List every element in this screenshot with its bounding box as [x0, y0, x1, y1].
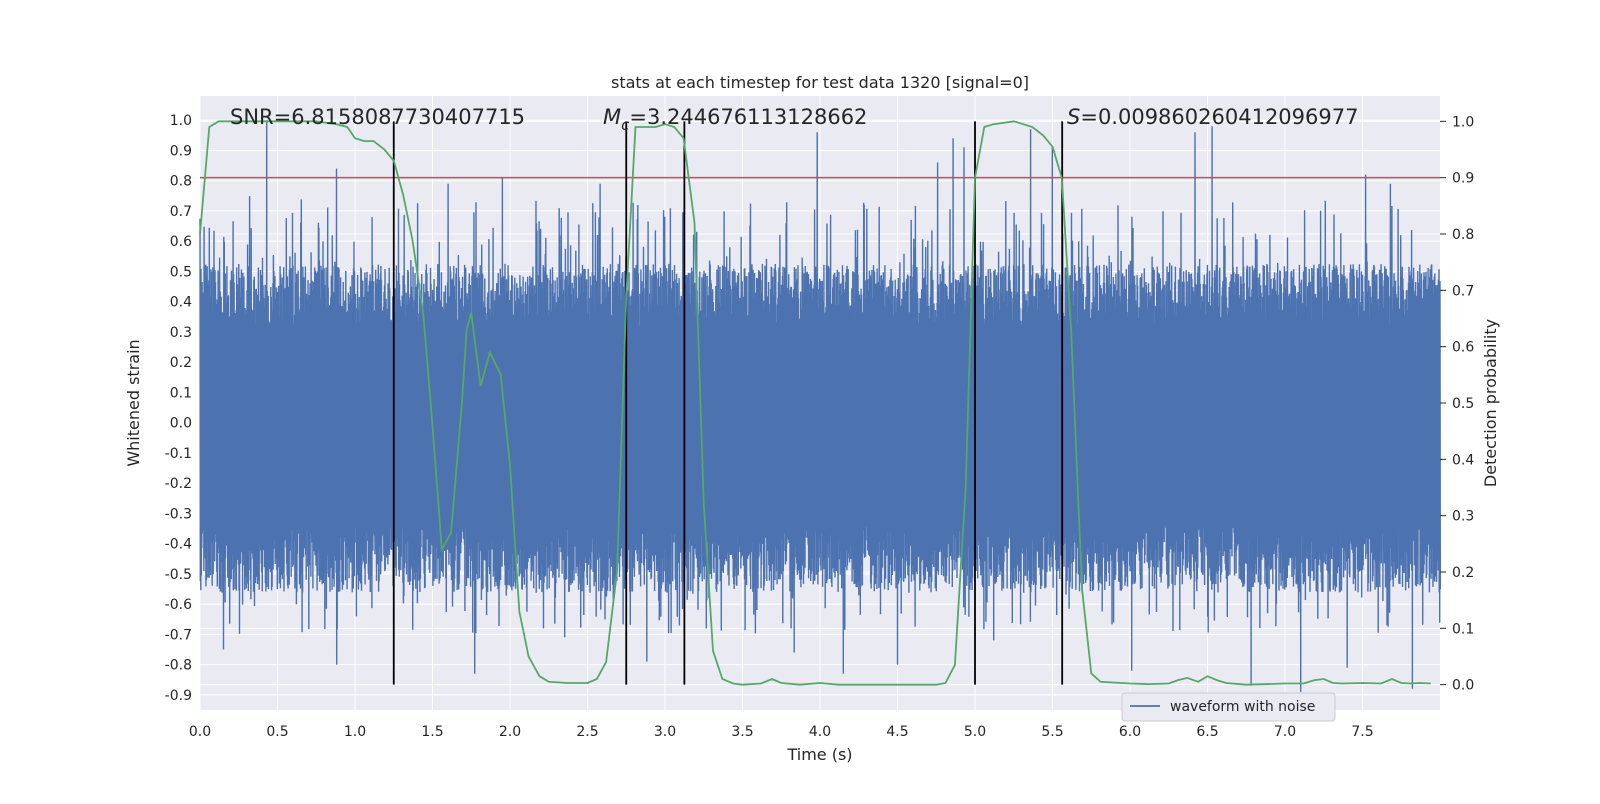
y-tick-label: 0.1: [170, 385, 192, 401]
x-tick-label: 6.5: [1196, 724, 1218, 740]
x-tick-label: 3.5: [731, 724, 753, 740]
y-tick-label: -0.2: [165, 476, 192, 492]
y-tick-label: 0.0: [170, 416, 192, 432]
y-tick-label: -0.7: [165, 627, 192, 643]
x-tick-label: 7.0: [1274, 724, 1296, 740]
x-tick-label: 0.0: [189, 724, 211, 740]
y-axis-label: Whitened strain: [124, 339, 143, 466]
legend-box: [1121, 692, 1336, 722]
y-tick-label: -0.6: [165, 597, 192, 613]
y-tick-label: -0.9: [165, 688, 192, 704]
y2-tick-label: 0.7: [1452, 283, 1474, 299]
y-tick-label: 1.0: [170, 113, 192, 129]
x-tick-label: 4.5: [886, 724, 908, 740]
x-tick-label: 1.5: [421, 724, 443, 740]
y2-tick-label: 0.5: [1452, 396, 1474, 412]
y-tick-label: 0.4: [170, 295, 192, 311]
y-tick-label: -0.1: [165, 446, 192, 462]
y2-tick-label: 1.0: [1452, 114, 1474, 130]
s-annotation: S=0.009860260412096977: [1067, 105, 1358, 129]
y2-tick-label: 0.8: [1452, 227, 1474, 243]
x-tick-label: 1.0: [344, 724, 366, 740]
chirp-mass-subscript: c: [621, 116, 630, 134]
series-waveform-with-noise: [199, 120, 1441, 692]
y-tick-label: 0.8: [170, 174, 192, 190]
y2-tick-label: 0.2: [1452, 565, 1474, 581]
s-value: =0.009860260412096977: [1080, 105, 1358, 129]
y2-tick-label: 0.4: [1452, 452, 1474, 468]
y-tick-label: -0.8: [165, 658, 192, 674]
s-symbol: S: [1067, 105, 1080, 129]
x-tick-label: 2.5: [576, 724, 598, 740]
y-tick-label: 0.7: [170, 204, 192, 220]
y-tick-label: -0.4: [165, 537, 192, 553]
y-tick-label: 0.9: [170, 143, 192, 159]
overlay-lines: [199, 120, 1440, 686]
y-tick-label: 0.2: [170, 355, 192, 371]
detection-probability-line: [199, 120, 1431, 686]
y-tick-label: -0.3: [165, 506, 192, 522]
x-tick-label: 3.0: [654, 724, 676, 740]
y-tick-label: 0.6: [170, 234, 192, 250]
y2-axis-label: Detection probability: [1481, 319, 1500, 487]
x-tick-label: 5.0: [964, 724, 986, 740]
x-tick-label: 4.0: [809, 724, 831, 740]
y2-tick-label: 0.6: [1452, 340, 1474, 356]
y-tick-label: 0.5: [170, 264, 192, 280]
legend-entry-waveform: waveform with noise: [1170, 699, 1315, 715]
axis-ticks: 0.0 0.5 1.0 1.5 2.0 2.5 3.0 3.5 4.0 4.5 5.0 5.5 6.0 6…: [165, 113, 1475, 740]
waveform-line: [199, 120, 1441, 692]
chirp-mass-symbol: M: [603, 105, 621, 129]
x-tick-label: 0.5: [266, 724, 288, 740]
y2-tick-label: 0.1: [1452, 621, 1474, 637]
y-tick-label: -0.5: [165, 567, 192, 583]
chirp-mass-annotation: Mc=3.244676113128662: [603, 105, 867, 134]
chirp-mass-value: =3.244676113128662: [629, 105, 867, 129]
y2-tick-label: 0.9: [1452, 171, 1474, 187]
snr-annotation: SNR=6.8158087730407715: [230, 105, 525, 129]
x-tick-label: 5.5: [1041, 724, 1063, 740]
y2-tick-label: 0.3: [1452, 509, 1474, 525]
chart-title: stats at each timestep for test data 132…: [611, 73, 1029, 92]
x-tick-label: 7.5: [1351, 724, 1373, 740]
y2-tick-label: 0.0: [1452, 678, 1474, 694]
y-tick-label: 0.3: [170, 325, 192, 341]
legend: waveform with noise: [1121, 692, 1336, 722]
x-axis-label: Time (s): [786, 745, 852, 764]
x-tick-label: 2.0: [499, 724, 521, 740]
x-tick-label: 6.0: [1119, 724, 1141, 740]
